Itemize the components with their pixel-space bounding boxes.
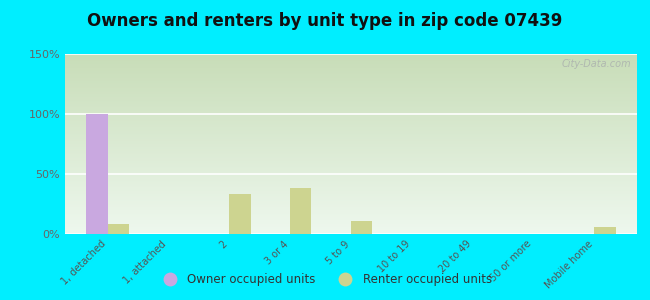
Bar: [229, 194, 251, 234]
Text: Owners and renters by unit type in zip code 07439: Owners and renters by unit type in zip c…: [87, 12, 563, 30]
Bar: [594, 227, 616, 234]
Bar: [290, 188, 311, 234]
Bar: [86, 114, 108, 234]
Text: City-Data.com: City-Data.com: [562, 59, 631, 69]
Bar: [108, 224, 129, 234]
Bar: [351, 221, 372, 234]
Legend: Owner occupied units, Renter occupied units: Owner occupied units, Renter occupied un…: [153, 269, 497, 291]
